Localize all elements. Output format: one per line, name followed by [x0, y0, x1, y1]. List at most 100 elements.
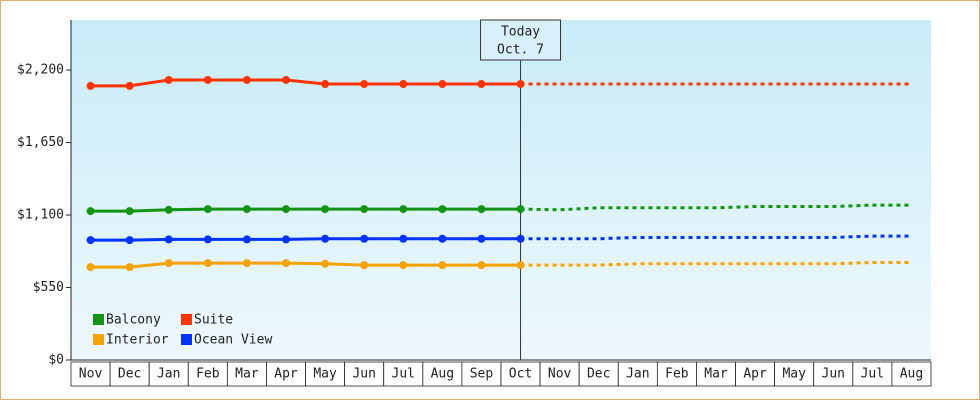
legend-swatch — [93, 314, 104, 325]
point — [321, 80, 330, 89]
projection-line — [520, 260, 912, 267]
point — [438, 234, 447, 243]
point — [242, 75, 251, 84]
point — [360, 205, 369, 214]
x-tick-cell — [735, 361, 776, 387]
point — [282, 205, 290, 214]
x-tick-cell — [813, 361, 854, 387]
point — [164, 259, 173, 268]
x-tick-cell — [226, 361, 267, 387]
point — [125, 263, 134, 272]
point — [282, 259, 290, 268]
x-tick-label: Dec — [587, 367, 610, 382]
x-tick-label: Jan — [626, 367, 649, 382]
today-box — [480, 19, 562, 61]
x-tick-cell — [500, 361, 541, 387]
x-tick-label: Mar — [235, 367, 259, 382]
series-line — [90, 237, 521, 242]
plot-area — [71, 20, 931, 360]
x-tick-label: Aug — [900, 367, 923, 382]
point — [164, 205, 173, 214]
x-tick-cell — [852, 361, 893, 387]
point — [282, 75, 290, 84]
legend-swatch — [93, 334, 104, 345]
point — [438, 261, 447, 270]
y-tick-label: $0 — [48, 353, 64, 368]
y-tick-label: $1,650 — [17, 135, 64, 150]
point — [164, 75, 173, 84]
point — [125, 207, 134, 216]
x-tick-label: May — [782, 367, 806, 382]
series-line — [90, 78, 521, 88]
series-line — [90, 207, 521, 213]
x-tick-cell — [774, 361, 815, 387]
x-tick-cell — [187, 361, 228, 387]
point — [242, 259, 251, 268]
legend-swatch — [181, 334, 192, 345]
point — [125, 236, 134, 245]
point — [516, 234, 525, 243]
point — [321, 205, 330, 214]
point — [399, 261, 408, 270]
y-tick-label: $550 — [33, 280, 64, 295]
x-tick-cell — [656, 361, 697, 387]
today-date: Oct. 7 — [497, 43, 544, 58]
point — [242, 205, 251, 214]
x-tick-label: Jul — [861, 367, 884, 382]
x-tick-label: Apr — [274, 367, 298, 382]
point — [477, 80, 486, 89]
point — [477, 261, 486, 270]
x-tick-label: Aug — [431, 367, 454, 382]
x-tick-cell — [148, 361, 189, 387]
point — [516, 261, 525, 270]
legend-swatch — [181, 314, 192, 325]
legend-label: Interior — [106, 333, 169, 348]
point — [477, 234, 486, 243]
x-tick-label: Sep — [470, 367, 494, 382]
legend-label: Suite — [194, 313, 233, 328]
x-tick-label: Apr — [743, 367, 767, 382]
point — [203, 259, 212, 268]
point — [86, 81, 95, 90]
y-tick-label: $1,100 — [17, 208, 64, 223]
point — [438, 205, 447, 214]
x-tick-label: Dec — [118, 367, 141, 382]
point — [164, 235, 173, 244]
projection-line — [520, 203, 912, 212]
x-tick-label: Feb — [196, 367, 220, 382]
point — [360, 80, 369, 89]
x-tick-label: Jul — [392, 367, 415, 382]
point — [516, 205, 525, 214]
x-tick-cell — [422, 361, 463, 387]
point — [321, 234, 330, 243]
series-line — [90, 261, 521, 269]
x-tick-label: May — [313, 367, 337, 382]
point — [86, 207, 95, 216]
x-tick-cell — [617, 361, 658, 387]
x-tick-cell — [70, 361, 111, 387]
x-tick-cell — [344, 361, 385, 387]
point — [203, 75, 212, 84]
x-tick-label: Mar — [704, 367, 728, 382]
x-tick-label: Oct — [509, 367, 532, 382]
x-tick-label: Jun — [822, 367, 845, 382]
point — [399, 205, 408, 214]
today-label: Today — [501, 25, 540, 40]
point — [125, 81, 134, 90]
point — [399, 234, 408, 243]
x-tick-label: Jan — [157, 367, 180, 382]
point — [360, 261, 369, 270]
x-tick-label: Jun — [352, 367, 375, 382]
point — [203, 235, 212, 244]
point — [203, 205, 212, 214]
point — [242, 235, 251, 244]
legend-label: Balcony — [106, 313, 161, 328]
y-tick-label: $2,200 — [17, 63, 64, 78]
x-tick-label: Feb — [665, 367, 689, 382]
projection-line — [520, 234, 912, 241]
point — [399, 80, 408, 89]
point — [477, 205, 486, 214]
point — [438, 80, 447, 89]
point — [321, 259, 330, 268]
point — [282, 235, 290, 244]
